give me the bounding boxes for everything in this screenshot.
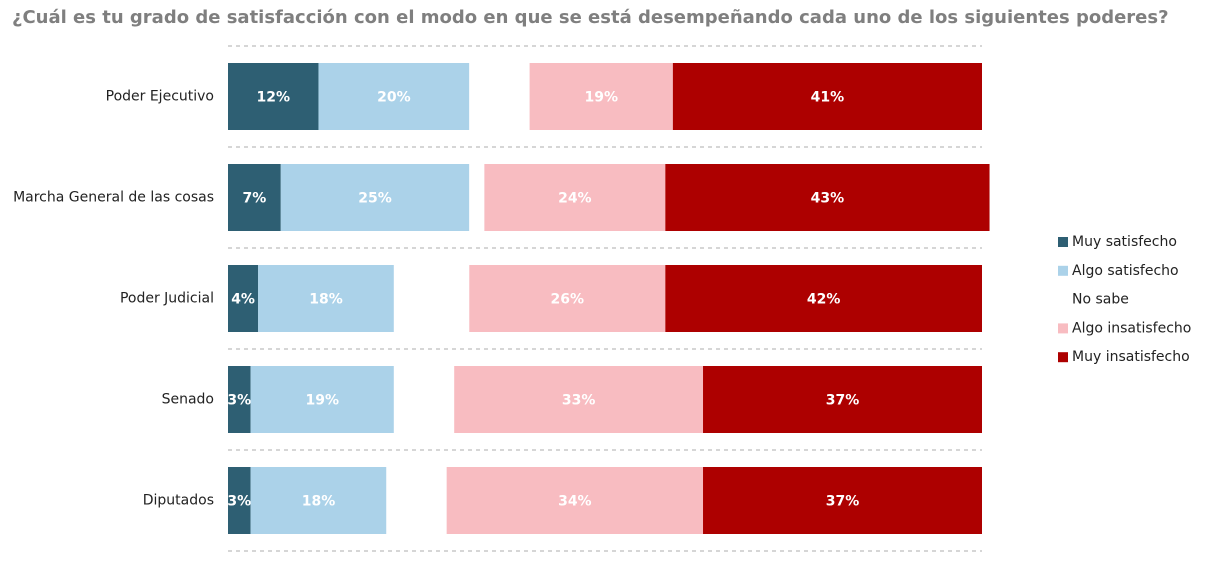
chart-title: ¿Cuál es tu grado de satisfacción con el… — [12, 7, 1169, 28]
legend-label: Muy satisfecho — [1072, 234, 1177, 250]
legend-label: Algo satisfecho — [1072, 263, 1179, 279]
legend-label: Algo insatisfecho — [1072, 320, 1191, 336]
category-label: Marcha General de las cosas — [13, 190, 214, 206]
value-label: 4% — [231, 292, 255, 308]
bar-segment — [228, 265, 259, 332]
value-label: 19% — [305, 393, 339, 409]
value-label: 18% — [302, 494, 336, 510]
category-label: Poder Ejecutivo — [106, 89, 214, 105]
value-label: 43% — [811, 191, 845, 207]
bar-segment — [250, 467, 387, 534]
bar-segment — [665, 265, 982, 332]
value-label: 19% — [584, 90, 618, 106]
bar-segment — [469, 164, 485, 231]
value-label: 12% — [256, 90, 290, 106]
value-label: 3% — [227, 393, 251, 409]
bar-segment — [469, 265, 666, 332]
value-label: 20% — [377, 90, 411, 106]
legend-swatch — [1058, 237, 1068, 247]
value-label: 26% — [551, 292, 585, 308]
bar-segment — [228, 467, 251, 534]
legend-label: Muy insatisfecho — [1072, 349, 1190, 365]
bar-segment — [469, 63, 530, 130]
value-label: 25% — [358, 191, 392, 207]
bar-segment — [393, 265, 470, 332]
bar-segment — [665, 164, 990, 231]
legend-label: No sabe — [1072, 292, 1129, 308]
value-label: 37% — [826, 494, 860, 510]
bar-segment — [703, 467, 982, 534]
bar-segment — [258, 265, 394, 332]
legend-swatch — [1058, 265, 1068, 276]
category-label: Diputados — [143, 493, 214, 509]
bar-segment — [228, 63, 319, 130]
bar-segment — [250, 366, 394, 433]
bar-segment — [529, 63, 673, 130]
bar-segment — [393, 366, 455, 433]
separators — [228, 45, 982, 552]
value-label: 34% — [558, 494, 592, 510]
legend-swatch — [1058, 294, 1068, 305]
bar-segment — [228, 366, 251, 433]
bar-segment — [318, 63, 470, 130]
value-label: 18% — [309, 292, 343, 308]
bar-segment — [386, 467, 447, 534]
bar-segment — [484, 164, 666, 231]
legend-swatch — [1058, 323, 1068, 334]
value-label: 7% — [242, 191, 266, 207]
bar-segment — [672, 63, 982, 130]
category-label: Senado — [162, 392, 214, 408]
value-label: 41% — [811, 90, 845, 106]
bar-segment — [703, 366, 982, 433]
category-label: Poder Judicial — [120, 291, 214, 307]
bar-segment — [228, 164, 281, 231]
value-label: 24% — [558, 191, 592, 207]
value-label: 3% — [227, 494, 251, 510]
bar-segment — [454, 366, 704, 433]
bar-segment — [280, 164, 470, 231]
value-label: 42% — [807, 292, 841, 308]
value-label: 37% — [826, 393, 860, 409]
bar-segment — [446, 467, 704, 534]
legend-swatch — [1058, 352, 1068, 363]
value-label: 33% — [562, 393, 596, 409]
